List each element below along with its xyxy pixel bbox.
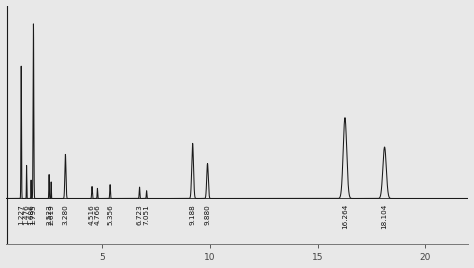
Text: 2.523: 2.523 xyxy=(46,204,52,225)
Text: 18.104: 18.104 xyxy=(382,204,388,229)
Text: 1.227: 1.227 xyxy=(18,204,24,225)
Text: 1.686: 1.686 xyxy=(28,204,34,225)
Text: 3.280: 3.280 xyxy=(63,204,68,225)
Text: 1.795: 1.795 xyxy=(30,204,36,225)
Text: 2.619: 2.619 xyxy=(48,204,54,225)
Text: 9.188: 9.188 xyxy=(190,204,196,225)
Text: 9.880: 9.880 xyxy=(204,204,210,225)
Text: 4.766: 4.766 xyxy=(94,204,100,225)
Text: 16.264: 16.264 xyxy=(342,204,348,229)
Text: 6.723: 6.723 xyxy=(137,204,143,225)
Text: 1.476: 1.476 xyxy=(24,204,29,225)
Text: 7.051: 7.051 xyxy=(144,204,150,225)
Text: 5.356: 5.356 xyxy=(107,204,113,225)
Text: 4.516: 4.516 xyxy=(89,204,95,225)
